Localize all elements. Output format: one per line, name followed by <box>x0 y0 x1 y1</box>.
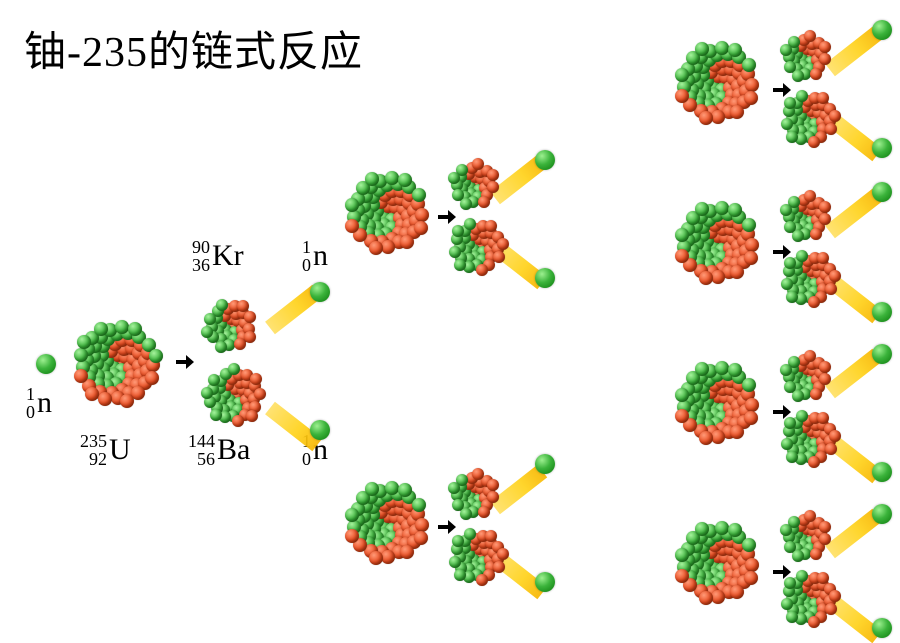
isotope-label-ba144: 14456Ba <box>188 432 250 468</box>
fission-arrow <box>435 515 459 539</box>
free-neutron <box>310 420 330 440</box>
free-neutron <box>872 344 892 364</box>
nucleus-u_g2a <box>342 168 432 258</box>
nucleus-kr_g3b <box>778 188 834 244</box>
free-neutron <box>36 354 56 374</box>
nucleus-u_g3a <box>672 38 762 128</box>
nucleus-kr_g3a <box>778 28 834 84</box>
nucleus-u_g3d <box>672 518 762 608</box>
fission-arrow <box>770 400 794 424</box>
nucleus-u_g3b <box>672 198 762 288</box>
nucleus-ba_gen1 <box>200 362 268 430</box>
free-neutron <box>872 504 892 524</box>
fission-arrow <box>435 205 459 229</box>
free-neutron <box>872 20 892 40</box>
nucleus-u_gen1 <box>70 316 164 410</box>
free-neutron <box>872 138 892 158</box>
fission-arrow <box>770 560 794 584</box>
nucleus-kr_g2a <box>446 156 502 212</box>
isotope-label-u235: 23592U <box>80 432 131 468</box>
nucleus-u_g2b <box>342 478 432 568</box>
free-neutron <box>535 454 555 474</box>
free-neutron <box>535 572 555 592</box>
diagram-title: 铀-235的链式反应 <box>24 18 363 79</box>
nucleus-kr_gen1 <box>200 296 260 356</box>
nucleus-u_g3c <box>672 358 762 448</box>
isotope-label-n_up: 10n <box>302 238 328 274</box>
free-neutron <box>310 282 330 302</box>
fission-arrow <box>173 350 197 374</box>
free-neutron <box>872 182 892 202</box>
fission-arrow <box>770 78 794 102</box>
nucleus-kr_g3d <box>778 508 834 564</box>
isotope-label-n_in: 10n <box>26 385 52 421</box>
free-neutron <box>872 462 892 482</box>
free-neutron <box>872 618 892 638</box>
isotope-label-kr90: 9036Kr <box>192 238 244 274</box>
free-neutron <box>535 150 555 170</box>
nucleus-kr_g3c <box>778 348 834 404</box>
free-neutron <box>535 268 555 288</box>
fission-arrow <box>770 240 794 264</box>
free-neutron <box>872 302 892 322</box>
nucleus-kr_g2b <box>446 466 502 522</box>
